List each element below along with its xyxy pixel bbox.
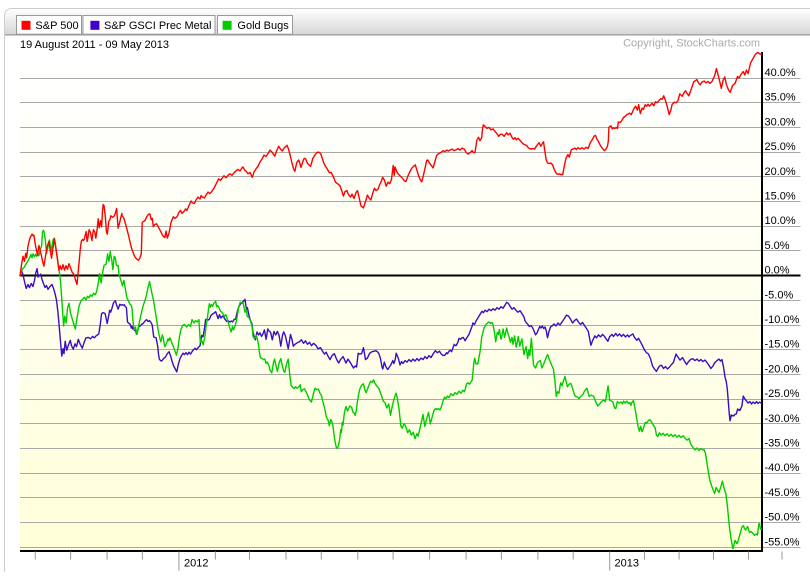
svg-text:-15.0%: -15.0%	[765, 339, 800, 351]
svg-text:30.0%: 30.0%	[765, 116, 796, 128]
svg-text:25.0%: 25.0%	[765, 141, 796, 153]
svg-text:10.0%: 10.0%	[765, 215, 796, 227]
svg-text:0.0%: 0.0%	[765, 265, 790, 277]
svg-text:S&P 500: S&P 500	[35, 20, 78, 32]
svg-text:S&P GSCI Prec Metal: S&P GSCI Prec Metal	[104, 20, 211, 32]
svg-text:15.0%: 15.0%	[765, 191, 796, 203]
svg-text:-20.0%: -20.0%	[765, 363, 800, 375]
svg-text:-25.0%: -25.0%	[765, 388, 800, 400]
svg-text:-10.0%: -10.0%	[765, 314, 800, 326]
svg-text:35.0%: 35.0%	[765, 92, 796, 104]
svg-text:Copyright, StockCharts.com: Copyright, StockCharts.com	[623, 38, 760, 50]
svg-text:20.0%: 20.0%	[765, 166, 796, 178]
svg-text:-5.0%: -5.0%	[765, 289, 794, 301]
svg-text:-40.0%: -40.0%	[765, 462, 800, 474]
svg-text:2013: 2013	[615, 558, 639, 570]
svg-text:-45.0%: -45.0%	[765, 487, 800, 499]
svg-text:-55.0%: -55.0%	[765, 536, 800, 548]
svg-text:19 August 2011 - 09 May 2013: 19 August 2011 - 09 May 2013	[20, 39, 169, 51]
svg-text:-35.0%: -35.0%	[765, 438, 800, 450]
svg-text:-50.0%: -50.0%	[765, 512, 800, 524]
svg-text:2012: 2012	[184, 558, 208, 570]
svg-text:5.0%: 5.0%	[765, 240, 790, 252]
svg-text:-30.0%: -30.0%	[765, 413, 800, 425]
svg-text:Gold Bugs: Gold Bugs	[237, 20, 289, 32]
svg-text:40.0%: 40.0%	[765, 67, 796, 79]
